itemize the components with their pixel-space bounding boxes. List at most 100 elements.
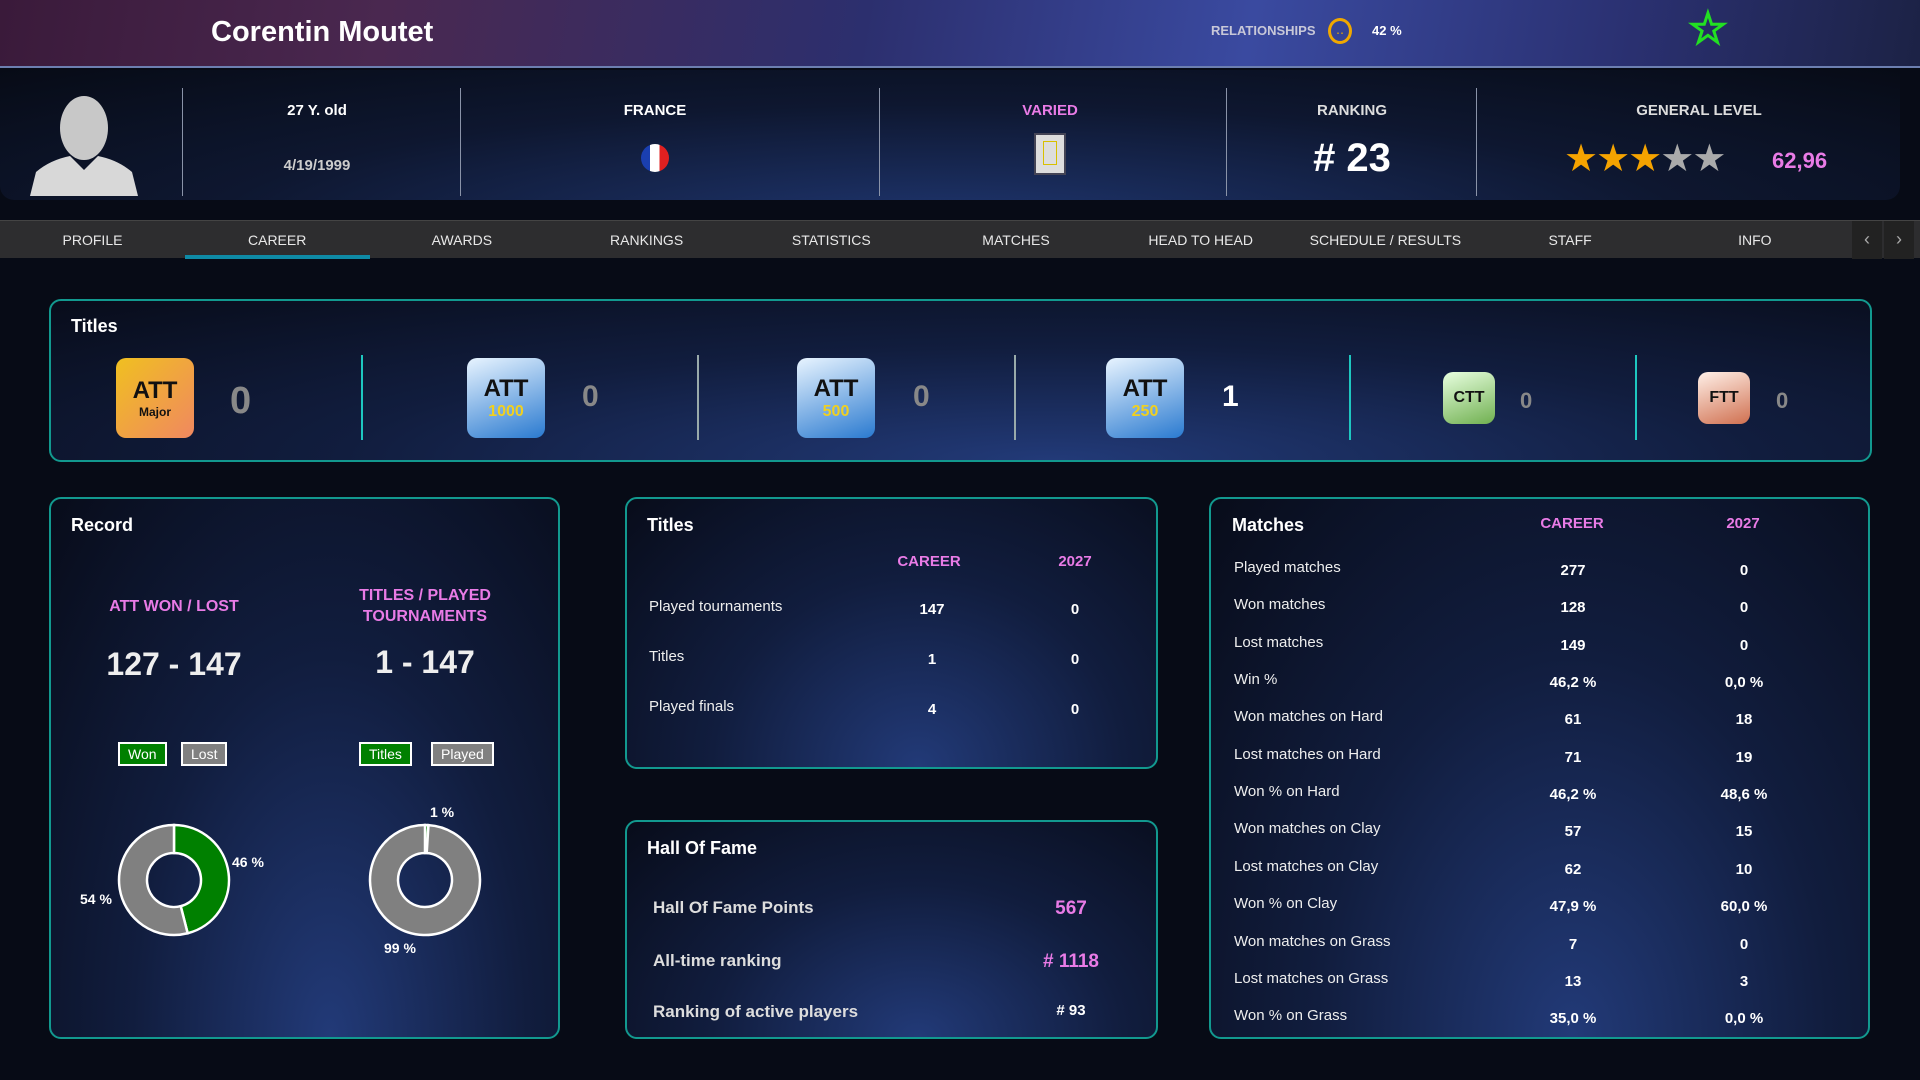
player-name: Corentin Moutet [211, 16, 434, 48]
row-label: Win % [1234, 671, 1278, 689]
year-value: 18 [1735, 711, 1753, 729]
star-icon: ★ [1692, 138, 1726, 180]
panel-title: Matches [1232, 515, 1305, 535]
row-label: Won matches on Hard [1234, 708, 1383, 726]
badge-text: ATT [483, 375, 529, 402]
career-value: 147 [919, 601, 945, 618]
tab-rankings[interactable]: RANKINGS [610, 232, 684, 248]
titles-played-label: TITLES / PLAYED [359, 587, 491, 604]
legend-titles: Titles [359, 742, 412, 766]
title-badge-icon: FTT [1698, 372, 1750, 424]
tab-staff[interactable]: STAFF [1548, 232, 1592, 248]
panel-title: Record [71, 515, 134, 535]
chevron-left-icon[interactable]: ‹ [1852, 221, 1882, 259]
badge-text: ATT [132, 377, 178, 404]
career-value: 46,2 % [1549, 786, 1597, 804]
age: 27 Y. old [287, 102, 347, 119]
career-value: 35,0 % [1549, 1010, 1597, 1028]
hof-value: # 1118 [1042, 951, 1100, 972]
court-icon [1034, 133, 1066, 175]
title-badge-icon: CTT [1443, 372, 1495, 424]
neutral-face-icon: ‥ [1328, 18, 1352, 44]
legend-won: Won [118, 742, 167, 766]
legend-lost: Lost [181, 742, 228, 766]
player-header: Corentin Moutet RELATIONSHIPS ‥ 42 % ★ [0, 0, 1920, 68]
year-value: 0 [1739, 562, 1749, 579]
panel-title: Titles [647, 515, 694, 535]
tab-statistics[interactable]: STATISTICS [791, 232, 871, 248]
tab-head-to-head[interactable]: HEAD TO HEAD [1148, 232, 1253, 248]
star-icon: ★ [1596, 138, 1630, 180]
donut-label-won: 46 % [232, 854, 264, 870]
player-info-bar [0, 70, 1900, 200]
badge-sub: 1000 [488, 403, 524, 420]
career-value: 71 [1564, 748, 1582, 766]
divider [1476, 88, 1477, 196]
career-value: 61 [1564, 711, 1582, 729]
row-label: Won % on Hard [1234, 783, 1340, 801]
title-count: 0 [1520, 388, 1533, 413]
hof-label: Hall Of Fame Points [653, 898, 814, 917]
career-value: 277 [1560, 562, 1586, 579]
divider [697, 355, 699, 440]
tab-bar: ‹ › PROFILE CAREER AWARDS RANKINGS STATISTIC… [0, 220, 1920, 259]
tab-matches[interactable]: MATCHES [982, 232, 1050, 248]
year-value: 60,0 % [1720, 898, 1768, 916]
col-year: 2027 [1058, 553, 1092, 570]
star-outline-icon[interactable]: ★ [1689, 6, 1728, 53]
row-label: Played tournaments [649, 598, 783, 615]
divider [1226, 88, 1227, 196]
title-badge-icon: ATT 500 [797, 358, 875, 438]
title-badge-icon: ATT 250 [1106, 358, 1184, 438]
career-value: 7 [1568, 935, 1578, 953]
donut-label-played: 99 % [384, 940, 416, 956]
birth-date: 4/19/1999 [283, 157, 351, 174]
chevron-right-icon[interactable]: › [1884, 221, 1914, 259]
general-level-label: GENERAL LEVEL [1636, 102, 1762, 119]
row-label: Won % on Grass [1234, 1007, 1348, 1025]
country: FRANCE [623, 102, 687, 119]
divider [460, 88, 461, 196]
avatar [30, 96, 138, 196]
badge-sub: 500 [822, 403, 850, 420]
titles-played-label: TOURNAMENTS [362, 608, 488, 625]
divider [361, 355, 363, 440]
year-value: 0,0 % [1724, 1010, 1764, 1028]
career-value: 46,2 % [1549, 674, 1597, 692]
year-value: 15 [1735, 823, 1753, 841]
year-value: 3 [1739, 972, 1749, 990]
career-value: 1 [927, 651, 937, 668]
record-donut-charts [117, 823, 482, 937]
row-label: Won % on Clay [1234, 895, 1338, 913]
matches-panel: Matches [1209, 497, 1870, 1039]
year-value: 19 [1735, 748, 1753, 766]
row-label: Lost matches on Hard [1234, 745, 1381, 763]
won-lost-label: ATT WON / LOST [109, 598, 239, 615]
badge-text: ATT [1122, 375, 1168, 402]
career-value: 4 [927, 701, 937, 718]
tab-info[interactable]: INFO [1738, 232, 1772, 248]
row-label: Lost matches on Grass [1234, 969, 1389, 987]
tab-awards[interactable]: AWARDS [431, 232, 493, 248]
career-value: 62 [1564, 860, 1582, 878]
career-value: 149 [1560, 636, 1586, 654]
title-badge-icon: ATT Major [116, 358, 194, 438]
titles-played-value: 1 - 147 [375, 644, 475, 680]
career-value: 57 [1564, 823, 1582, 841]
star-icon: ★ [1564, 138, 1598, 180]
col-career: CAREER [897, 553, 961, 570]
tab-career[interactable]: CAREER [184, 221, 370, 259]
france-flag-icon [641, 144, 669, 172]
tab-schedule-results[interactable]: SCHEDULE / RESULTS [1309, 232, 1462, 248]
title-count: 1 [1222, 380, 1239, 413]
titles-summary-panel: Titles [49, 299, 1872, 462]
col-career: CAREER [1540, 515, 1604, 532]
year-value: 0 [1739, 935, 1749, 953]
hof-label: All-time ranking [653, 951, 782, 970]
general-level-stars: ★★★★★ [1564, 136, 1726, 181]
year-value: 48,6 % [1720, 786, 1768, 804]
badge-text: FTT [1709, 389, 1739, 406]
career-value: 128 [1560, 599, 1586, 617]
tab-profile[interactable]: PROFILE [62, 232, 123, 248]
donut-slice-lost [117, 823, 190, 937]
